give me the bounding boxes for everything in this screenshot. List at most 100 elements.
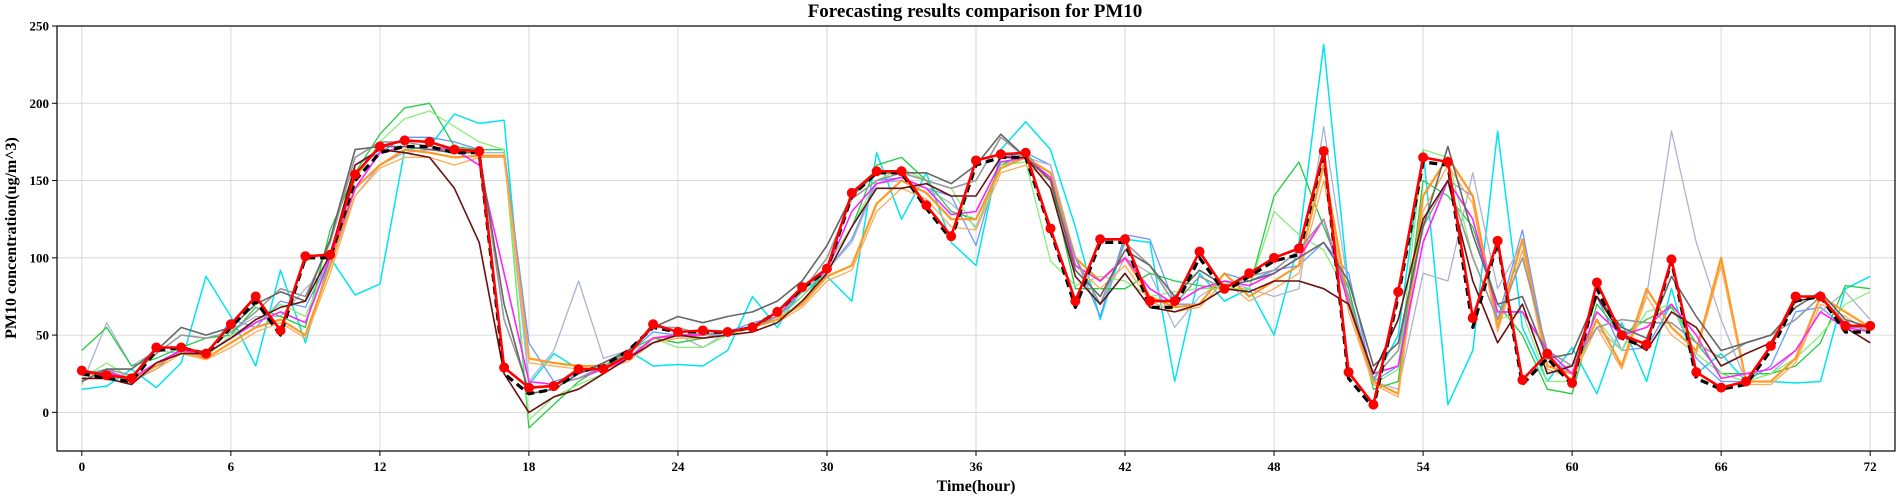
data-point <box>1790 291 1801 302</box>
data-point <box>1244 268 1255 279</box>
data-point <box>921 200 932 211</box>
data-point <box>1269 252 1280 263</box>
y-tick-label: 250 <box>30 19 50 34</box>
data-point <box>1293 243 1304 254</box>
data-point <box>1691 367 1702 378</box>
data-point <box>697 325 708 336</box>
data-point <box>1045 223 1056 234</box>
y-tick-label: 100 <box>30 250 50 265</box>
data-point <box>871 166 882 177</box>
data-point <box>449 144 460 155</box>
data-point <box>1144 296 1155 307</box>
data-point <box>971 155 981 166</box>
grid-lines <box>57 25 1895 451</box>
data-point <box>399 135 410 146</box>
series-layer <box>76 43 1876 429</box>
y-axis: 0 50 100 150 200 250 <box>30 19 57 420</box>
y-tick-label: 0 <box>43 405 50 420</box>
series-line-1 <box>81 43 1871 406</box>
data-point <box>374 141 385 152</box>
data-point <box>76 365 87 376</box>
series-line-8 <box>81 145 1871 386</box>
x-tick-label: 42 <box>1119 459 1132 474</box>
data-point <box>126 373 137 384</box>
data-point <box>1120 234 1131 245</box>
data-point <box>1343 367 1354 378</box>
y-tick-label: 200 <box>30 96 50 111</box>
x-tick-label: 24 <box>671 459 685 474</box>
y-tick-label: 50 <box>36 328 49 343</box>
x-tick-label: 12 <box>373 459 386 474</box>
chart-title: Forecasting results comparison for PM10 <box>808 1 1143 22</box>
data-point <box>1020 147 1031 158</box>
data-point <box>1442 157 1453 167</box>
data-point <box>623 350 634 361</box>
data-point <box>573 364 584 375</box>
data-point <box>1368 399 1379 410</box>
data-point <box>1467 313 1478 324</box>
data-point <box>1716 382 1727 393</box>
data-point <box>499 362 510 373</box>
data-point <box>1393 286 1404 297</box>
data-point <box>1765 340 1776 351</box>
x-tick-label: 66 <box>1715 459 1729 474</box>
data-point <box>151 342 162 353</box>
x-tick-label: 0 <box>79 459 86 474</box>
data-point <box>1815 291 1826 302</box>
data-point <box>1591 277 1602 288</box>
data-point <box>896 166 907 177</box>
data-point <box>995 149 1006 160</box>
x-tick-label: 54 <box>1417 459 1431 474</box>
data-point <box>325 249 336 260</box>
data-point <box>672 327 683 337</box>
data-point <box>747 322 758 333</box>
data-point <box>250 291 261 302</box>
data-point <box>1194 246 1205 257</box>
data-point <box>474 146 485 157</box>
data-point <box>648 319 659 330</box>
data-point <box>101 370 112 381</box>
data-point <box>1840 320 1851 331</box>
x-axis: 0 6 12 18 24 30 36 42 48 54 60 66 72 <box>79 451 1877 474</box>
data-point <box>1567 378 1578 388</box>
data-point <box>523 382 534 393</box>
data-point <box>598 364 609 375</box>
data-point <box>424 136 435 147</box>
data-point <box>548 381 559 392</box>
data-point <box>1641 339 1652 350</box>
y-axis-label: PM10 concentration(ug/m^3) <box>3 137 20 339</box>
data-point <box>772 306 783 317</box>
data-point <box>946 231 957 242</box>
data-point <box>1666 254 1677 265</box>
data-point <box>1865 320 1876 331</box>
data-point <box>797 282 808 293</box>
data-point <box>1517 374 1528 385</box>
data-point <box>275 325 286 336</box>
x-tick-label: 30 <box>820 459 833 474</box>
data-point <box>350 169 361 180</box>
data-point <box>1616 330 1627 341</box>
y-tick-label: 150 <box>30 173 50 188</box>
data-point <box>1070 296 1081 307</box>
data-point <box>201 348 212 359</box>
data-point <box>1740 376 1751 387</box>
data-point <box>722 327 733 337</box>
data-point <box>300 251 311 262</box>
x-axis-label: Time(hour) <box>937 478 1016 495</box>
data-point <box>846 187 857 198</box>
x-tick-label: 60 <box>1566 459 1579 474</box>
data-point <box>1492 235 1503 246</box>
x-tick-label: 72 <box>1864 459 1877 474</box>
data-point <box>225 319 236 330</box>
data-point <box>1219 283 1230 294</box>
x-tick-label: 36 <box>970 459 984 474</box>
data-point <box>1418 152 1429 163</box>
data-point <box>1542 348 1553 359</box>
data-point <box>1095 234 1106 245</box>
x-tick-label: 6 <box>228 459 235 474</box>
data-point <box>1318 146 1329 157</box>
x-tick-label: 18 <box>522 459 536 474</box>
x-tick-label: 48 <box>1268 459 1282 474</box>
data-point <box>1169 296 1180 307</box>
